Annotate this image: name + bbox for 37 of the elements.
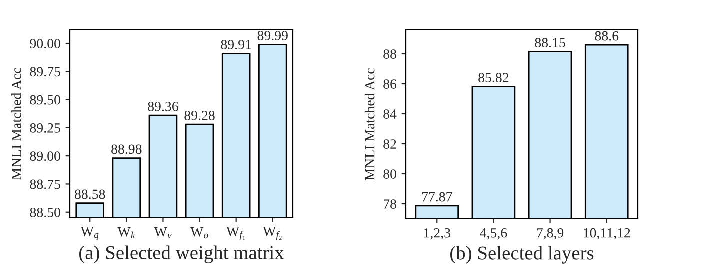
y-tick-label: 88.75 — [30, 180, 60, 190]
x-axis-title: (b) Selected layers — [450, 246, 594, 264]
data-label: 89.36 — [148, 102, 178, 112]
y-tick-label: 86 — [384, 80, 397, 89]
data-label: 88.98 — [112, 144, 142, 154]
y-tick-label: 78 — [384, 200, 396, 209]
y-tick-label: 82 — [384, 140, 396, 149]
y-tick-label: 88 — [384, 50, 396, 59]
x-tick-label: 1,2,3 — [424, 228, 450, 240]
data-label: 88.6 — [595, 31, 619, 41]
x-tick-label: W$_{f₂}$ — [263, 227, 282, 240]
y-tick-label: 84 — [384, 110, 397, 119]
x-tick-label: W$_{f₁}$ — [226, 227, 246, 240]
y-tick-label: 89.50 — [30, 95, 60, 105]
y-tick-label: 89.75 — [30, 67, 60, 77]
data-label: 77.87 — [422, 192, 452, 202]
x-tick-label: 4,5,6 — [480, 228, 508, 240]
y-tick-label: 80 — [384, 170, 396, 179]
data-label: 88.15 — [535, 38, 566, 48]
y-axis-title: MNLI Matched Acc — [364, 68, 375, 180]
y-axis-title: MNLI Matched Acc — [12, 68, 22, 180]
data-label: 89.91 — [221, 40, 252, 50]
x-axis-title: (a) Selected weight matrix — [80, 246, 284, 264]
x-tick-label: W$_{o}$ — [190, 228, 208, 239]
x-tick-label: W$_{q}$ — [80, 227, 99, 240]
y-tick-label: 90.00 — [30, 39, 60, 49]
x-tick-label: 7,8,9 — [537, 228, 564, 240]
y-tick-label: 89.25 — [30, 124, 60, 133]
data-label: 85.82 — [478, 73, 509, 83]
x-tick-label: 10,11,12 — [584, 228, 630, 240]
y-tick-label: 89.00 — [30, 152, 60, 162]
y-tick-label: 88.50 — [30, 208, 60, 218]
data-label: 89.99 — [258, 31, 288, 40]
data-label: 88.58 — [75, 190, 106, 200]
x-tick-label: W$_{v}$ — [154, 228, 172, 239]
x-tick-label: W$_{k}$ — [118, 228, 136, 239]
data-label: 89.28 — [184, 110, 215, 120]
